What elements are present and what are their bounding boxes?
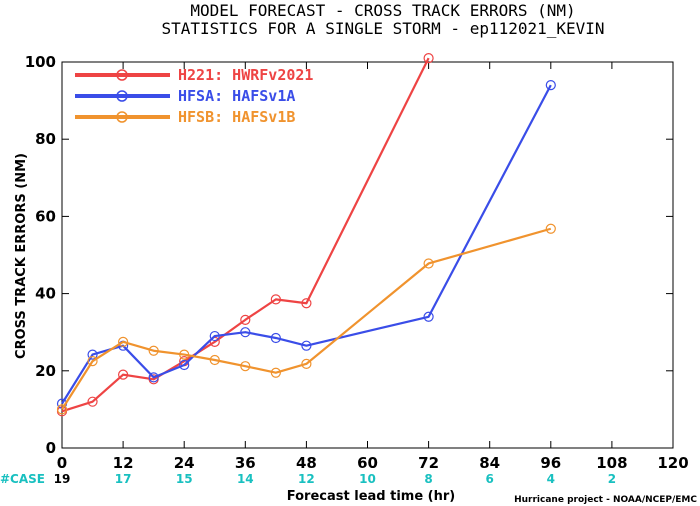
x-tick-label: 84 — [479, 454, 500, 472]
data-point — [209, 330, 220, 342]
x-tick-label: 60 — [357, 454, 378, 472]
data-point — [87, 396, 98, 407]
data-point — [179, 359, 190, 371]
data-point — [270, 332, 281, 344]
data-point — [270, 367, 281, 378]
y-axis-label: CROSS TRACK ERRORS (NM) — [14, 153, 29, 359]
case-row-label: #CASE — [0, 472, 45, 486]
legend-entry: HFSB: HAFSv1B — [178, 108, 295, 126]
x-axis-label: Forecast lead time (hr) — [287, 489, 455, 504]
y-tick-label: 80 — [35, 130, 56, 148]
data-point — [240, 314, 251, 325]
case-count: 14 — [237, 472, 254, 486]
data-point — [270, 294, 281, 305]
y-tick-label: 20 — [35, 362, 56, 380]
x-tick-label: 12 — [113, 454, 134, 472]
chart-title-line2: STATISTICS FOR A SINGLE STORM - ep112021… — [161, 19, 604, 38]
data-point — [240, 327, 251, 338]
data-point — [87, 349, 98, 360]
x-tick-label: 48 — [296, 454, 317, 472]
y-tick-label: 0 — [46, 439, 56, 457]
case-count: 6 — [486, 472, 494, 486]
case-count: 10 — [359, 472, 376, 486]
data-point — [423, 311, 434, 322]
legend-entry: H221: HWRFv2021 — [178, 66, 313, 84]
case-count: 15 — [176, 472, 193, 486]
data-point — [56, 404, 68, 415]
x-tick-label: 72 — [418, 454, 439, 472]
series-line — [61, 227, 552, 410]
x-tick-label: 108 — [596, 454, 627, 472]
data-point — [301, 298, 312, 309]
x-tick-label: 24 — [174, 454, 195, 472]
case-count: 2 — [608, 472, 616, 486]
data-point — [148, 345, 159, 356]
y-tick-label: 100 — [25, 53, 56, 71]
data-point — [117, 336, 129, 347]
series-line — [61, 84, 552, 405]
case-count: 19 — [54, 472, 71, 486]
data-point — [209, 354, 220, 366]
case-count: 12 — [298, 472, 315, 486]
plot-frame — [61, 61, 674, 449]
data-point — [179, 349, 190, 360]
data-point — [423, 53, 434, 64]
data-point — [423, 258, 434, 269]
data-point — [301, 358, 312, 369]
y-tick-label: 60 — [35, 207, 56, 225]
legend-swatch-marker — [116, 111, 128, 123]
x-tick-label: 0 — [57, 454, 67, 472]
data-point — [301, 340, 312, 351]
x-tick-label: 120 — [657, 454, 688, 472]
case-count: 17 — [115, 472, 132, 486]
chart-title-line1: MODEL FORECAST - CROSS TRACK ERRORS (NM) — [190, 1, 575, 20]
data-point — [545, 223, 556, 234]
data-point — [117, 369, 129, 380]
legend-swatch-marker — [116, 69, 128, 81]
x-tick-label: 36 — [235, 454, 256, 472]
data-point — [87, 356, 98, 367]
credit-text: Hurricane project - NOAA/NCEP/EMC — [514, 495, 697, 505]
y-tick-label: 40 — [35, 285, 56, 303]
legend-entry: HFSA: HAFSv1A — [178, 87, 295, 105]
case-count: 4 — [547, 472, 555, 486]
x-tick-label: 96 — [540, 454, 561, 472]
data-point — [240, 361, 251, 372]
legend-swatch-marker — [116, 90, 128, 102]
data-point — [148, 372, 159, 383]
data-point — [545, 80, 556, 91]
case-count: 8 — [424, 472, 432, 486]
